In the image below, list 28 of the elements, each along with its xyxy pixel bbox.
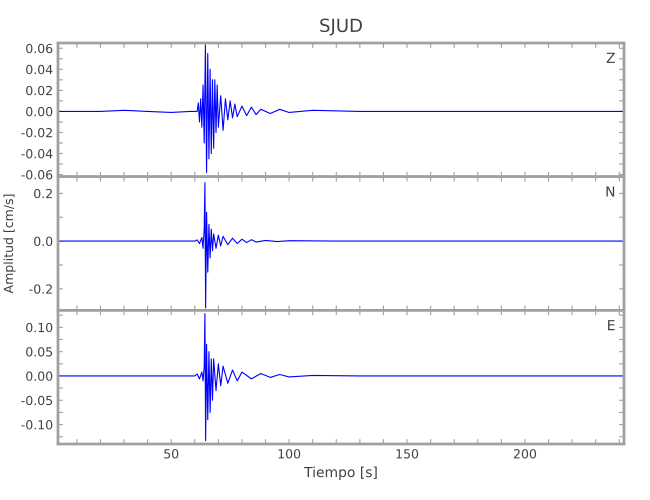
annotation: Z bbox=[606, 52, 615, 63]
y-tick-label: -0.10 bbox=[21, 420, 52, 430]
x-tick-label: 150 bbox=[396, 449, 418, 459]
y-tick-label: 0.2 bbox=[34, 188, 52, 198]
y-tick-label: -0.06 bbox=[21, 170, 52, 180]
x-tick-label: 50 bbox=[164, 449, 178, 459]
line-series bbox=[58, 44, 624, 174]
y-tick-label: 0.04 bbox=[26, 64, 52, 74]
x-tick-label: 200 bbox=[514, 449, 536, 459]
chart-title: SJUD bbox=[320, 18, 362, 36]
y-tick-label: 0.02 bbox=[26, 86, 52, 96]
y-tick-label: -0.02 bbox=[21, 128, 52, 138]
y-tick-label: 0.06 bbox=[26, 44, 52, 54]
y-axis-title: Amplitud [cm/s] bbox=[3, 194, 16, 294]
y-tick-label: -0.2 bbox=[29, 284, 52, 294]
y-tick-label: 0.10 bbox=[26, 322, 52, 332]
annotation: N bbox=[606, 186, 614, 197]
x-axis-title: Tiempo [s] bbox=[304, 466, 377, 480]
y-tick-label: -0.05 bbox=[21, 396, 52, 406]
line-series bbox=[58, 182, 624, 308]
y-tick-label: 0.0 bbox=[34, 236, 52, 246]
x-tick-label: 100 bbox=[278, 449, 300, 459]
annotation: E bbox=[608, 320, 615, 330]
y-tick-label: 0.00 bbox=[26, 106, 52, 116]
y-tick-label: -0.04 bbox=[21, 148, 52, 158]
line-series bbox=[58, 313, 624, 442]
y-tick-label: 0.00 bbox=[26, 371, 52, 381]
y-tick-label: 0.05 bbox=[26, 347, 52, 357]
